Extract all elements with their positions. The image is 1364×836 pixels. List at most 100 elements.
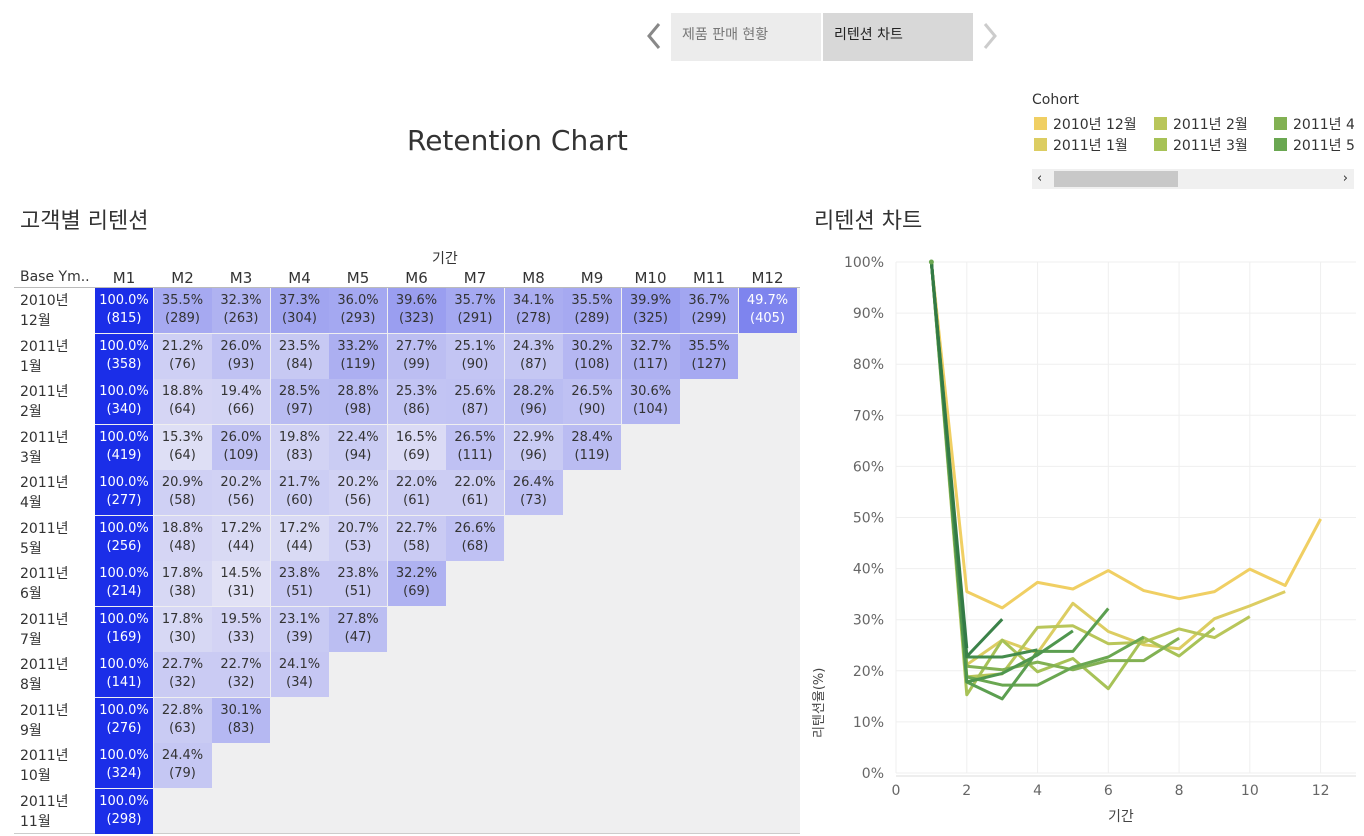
heatmap-cell[interactable]: 14.5% (31) (212, 561, 270, 606)
heatmap-cell[interactable]: 18.8% (64) (153, 379, 212, 424)
heatmap-cell[interactable]: 19.8% (83) (270, 424, 329, 470)
heatmap-cell[interactable]: 20.2% (56) (329, 470, 387, 515)
legend-item[interactable]: 2011년 2월 (1152, 114, 1248, 134)
heatmap-cell[interactable]: 100.0% (277) (95, 470, 153, 515)
heatmap-cell[interactable]: 100.0% (256) (95, 515, 153, 561)
previous-arrow-icon[interactable] (642, 18, 668, 54)
heatmap-cell[interactable]: 25.1% (90) (446, 333, 504, 379)
legend-item[interactable]: 2011년 3월 (1152, 135, 1248, 155)
heatmap-cell[interactable]: 39.9% (325) (621, 288, 680, 333)
heatmap-cell[interactable]: 100.0% (419) (95, 424, 153, 470)
heatmap-cell[interactable]: 36.0% (293) (329, 288, 387, 333)
heatmap-cell[interactable]: 17.2% (44) (270, 515, 329, 561)
heatmap-cell[interactable]: 100.0% (324) (95, 743, 153, 788)
heatmap-cell[interactable]: 17.2% (44) (212, 515, 270, 561)
heatmap-cell[interactable]: 30.6% (104) (621, 379, 680, 424)
heatmap-cell[interactable]: 15.3% (64) (153, 424, 212, 470)
tab-retention-chart[interactable]: 리텐션 차트 (823, 13, 973, 61)
heatmap-cell[interactable]: 100.0% (340) (95, 379, 153, 424)
heatmap-cell[interactable]: 32.3% (263) (212, 288, 270, 333)
heatmap-cell[interactable]: 23.1% (39) (270, 606, 329, 652)
heatmap-cell[interactable]: 26.4% (73) (504, 470, 563, 515)
column-header: M3 (229, 269, 253, 287)
heatmap-cell[interactable]: 37.3% (304) (270, 288, 329, 333)
heatmap-cell[interactable]: 100.0% (214) (95, 561, 153, 606)
heatmap-cell[interactable]: 100.0% (276) (95, 697, 153, 743)
tab-product-sales[interactable]: 제품 판매 현황 (671, 13, 821, 61)
heatmap-cell[interactable]: 23.8% (51) (270, 561, 329, 606)
legend-item[interactable]: 2010년 12월 (1032, 114, 1137, 134)
heatmap-cell[interactable]: 26.0% (109) (212, 424, 270, 470)
heatmap-cell[interactable]: 20.2% (56) (212, 470, 270, 515)
scrollbar-thumb[interactable] (1054, 171, 1178, 187)
heatmap-cell[interactable]: 26.5% (111) (446, 424, 504, 470)
heatmap-cell[interactable]: 22.9% (96) (504, 424, 563, 470)
heatmap-cell[interactable]: 22.4% (94) (329, 424, 387, 470)
heatmap-cell[interactable]: 23.5% (84) (270, 333, 329, 379)
heatmap-cell[interactable]: 24.3% (87) (504, 333, 563, 379)
row-label-month: 4월 (20, 495, 42, 511)
heatmap-cell[interactable]: 21.7% (60) (270, 470, 329, 515)
heatmap-cell[interactable]: 25.6% (87) (446, 379, 504, 424)
heatmap-cell[interactable]: 28.5% (97) (270, 379, 329, 424)
heatmap-cell[interactable]: 24.4% (79) (153, 743, 212, 788)
legend-label: 2010년 12월 (1053, 117, 1137, 133)
heatmap-cell[interactable]: 23.8% (51) (329, 561, 387, 606)
heatmap-cell[interactable]: 17.8% (30) (153, 606, 212, 652)
heatmap-cell[interactable]: 27.7% (99) (387, 333, 446, 379)
heatmap-cell[interactable]: 33.2% (119) (329, 333, 387, 379)
heatmap-cell[interactable]: 100.0% (815) (95, 288, 153, 333)
heatmap-cell[interactable]: 25.3% (86) (387, 379, 446, 424)
heatmap-title: 고객별 리텐션 (20, 209, 149, 234)
heatmap-cell[interactable]: 100.0% (298) (95, 788, 153, 834)
heatmap-cell[interactable]: 100.0% (358) (95, 333, 153, 379)
heatmap-cell[interactable]: 39.6% (323) (387, 288, 446, 333)
heatmap-cell[interactable]: 21.2% (76) (153, 333, 212, 379)
heatmap-cell[interactable]: 26.5% (90) (563, 379, 621, 424)
heatmap-cell[interactable]: 26.6% (68) (446, 515, 504, 561)
heatmap-cell[interactable]: 26.0% (93) (212, 333, 270, 379)
heatmap-cell[interactable]: 35.5% (127) (680, 333, 738, 379)
next-arrow-icon[interactable] (976, 18, 1002, 54)
legend-item[interactable]: 2011년 4 (1272, 114, 1354, 134)
heatmap-cell[interactable]: 20.9% (58) (153, 470, 212, 515)
scroll-left-icon[interactable]: ‹ (1037, 171, 1043, 186)
heatmap-cell[interactable]: 19.5% (33) (212, 606, 270, 652)
heatmap-cell[interactable]: 100.0% (169) (95, 606, 153, 652)
heatmap-cell[interactable]: 22.0% (61) (387, 470, 446, 515)
scroll-right-icon[interactable]: › (1342, 171, 1348, 186)
legend-scrollbar[interactable]: ‹ › (1032, 169, 1354, 189)
heatmap-cell[interactable]: 28.2% (96) (504, 379, 563, 424)
heatmap-cell[interactable]: 32.2% (69) (387, 561, 446, 606)
heatmap-cell[interactable]: 28.4% (119) (563, 424, 621, 470)
heatmap-cell[interactable]: 28.8% (98) (329, 379, 387, 424)
heatmap-cell[interactable]: 100.0% (141) (95, 652, 153, 697)
heatmap-cell[interactable]: 22.7% (32) (212, 652, 270, 697)
cell-percent: 23.5% (278, 338, 321, 354)
heatmap-cell[interactable]: 22.8% (63) (153, 697, 212, 743)
legend-item[interactable]: 2011년 5 (1272, 135, 1354, 155)
heatmap-cell[interactable]: 34.1% (278) (504, 288, 563, 333)
heatmap-cell[interactable]: 30.1% (83) (212, 697, 270, 743)
heatmap-cell[interactable]: 18.8% (48) (153, 515, 212, 561)
heatmap-cell[interactable]: 22.7% (58) (387, 515, 446, 561)
heatmap-cell[interactable]: 49.7% (405) (738, 288, 797, 333)
heatmap-cell[interactable]: 30.2% (108) (563, 333, 621, 379)
heatmap-cell[interactable]: 35.5% (289) (153, 288, 212, 333)
legend-label: 2011년 3월 (1173, 138, 1248, 154)
cell-percent: 35.5% (688, 338, 730, 354)
heatmap-cell[interactable]: 24.1% (34) (270, 652, 329, 697)
heatmap-cell[interactable]: 19.4% (66) (212, 379, 270, 424)
heatmap-cell[interactable]: 32.7% (117) (621, 333, 680, 379)
legend-item[interactable]: 2011년 1월 (1032, 135, 1128, 155)
heatmap-cell[interactable]: 35.5% (289) (563, 288, 621, 333)
row-label: 2011년 8월 (20, 655, 90, 695)
heatmap-cell[interactable]: 17.8% (38) (153, 561, 212, 606)
heatmap-cell[interactable]: 22.0% (61) (446, 470, 504, 515)
heatmap-cell[interactable]: 35.7% (291) (446, 288, 504, 333)
heatmap-cell[interactable]: 36.7% (299) (680, 288, 738, 333)
heatmap-cell[interactable]: 22.7% (32) (153, 652, 212, 697)
heatmap-cell[interactable]: 16.5% (69) (387, 424, 446, 470)
heatmap-cell[interactable]: 27.8% (47) (329, 606, 387, 652)
heatmap-cell[interactable]: 20.7% (53) (329, 515, 387, 561)
